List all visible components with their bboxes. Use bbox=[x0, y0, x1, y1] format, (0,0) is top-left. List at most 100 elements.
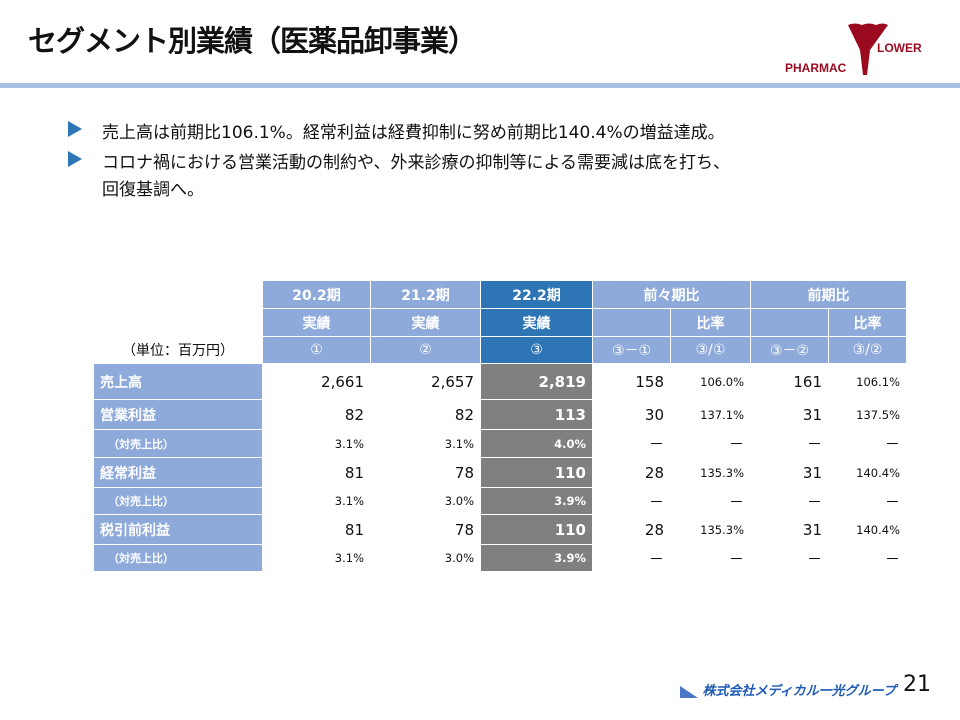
header-index: ③－① bbox=[592, 336, 671, 364]
row-label: （対売上比） bbox=[93, 487, 263, 515]
table-cell: － bbox=[592, 429, 671, 458]
bullet-text: 売上高は前期比106.1%。経常利益は経費抑制に努め前期比140.4%の増益達成… bbox=[102, 123, 725, 143]
table-cell: 3.9% bbox=[480, 487, 593, 515]
table-cell: 81 bbox=[262, 457, 371, 488]
table-cell: 82 bbox=[262, 399, 371, 430]
table-cell: 3.9% bbox=[480, 544, 593, 572]
row-label: 税引前利益 bbox=[93, 514, 263, 545]
unit-label: （単位：百万円） bbox=[93, 336, 263, 364]
table-row: 税引前利益 81 78 110 28 135.3% 31 140.4% bbox=[93, 514, 907, 545]
header-period: 20.2期 bbox=[262, 280, 371, 309]
table-cell: － bbox=[828, 429, 907, 458]
table-cell: 110 bbox=[480, 514, 593, 545]
table-cell: 106.0% bbox=[670, 363, 751, 400]
table-cell: 28 bbox=[592, 457, 671, 488]
group-logo: 株式会社メディカル一光グループ bbox=[680, 680, 896, 699]
table-cell: － bbox=[828, 487, 907, 515]
table-cell: 31 bbox=[750, 514, 829, 545]
table-row: （対売上比） 3.1% 3.0% 3.9% －－－－ bbox=[93, 487, 907, 515]
header-sub: 比率 bbox=[828, 308, 907, 337]
header-sub: 実績 bbox=[480, 308, 593, 337]
table-cell: 78 bbox=[370, 457, 481, 488]
table-row: 経常利益 81 78 110 28 135.3% 31 140.4% bbox=[93, 457, 907, 488]
table-row: 営業利益 82 82 113 30 137.1% 31 137.5% bbox=[93, 399, 907, 430]
table-cell: － bbox=[592, 544, 671, 572]
table-row: 売上高 2,661 2,657 2,819 158 106.0% 161 106.1% bbox=[93, 363, 907, 400]
table-cell: 3.1% bbox=[262, 544, 371, 572]
group-logo-icon bbox=[680, 685, 698, 698]
header-index: ③/② bbox=[828, 336, 907, 364]
table-cell: 161 bbox=[750, 363, 829, 400]
table-cell: 140.4% bbox=[828, 514, 907, 545]
row-label: 経常利益 bbox=[93, 457, 263, 488]
segment-results-table: 20.2期 21.2期 22.2期 前々期比 前期比 実績 実績 実績 比率 比… bbox=[93, 280, 907, 572]
bullet-text: コロナ禍における営業活動の制約や、外来診療の抑制等による需要減は底を打ち、 bbox=[102, 153, 730, 173]
table-cell: 78 bbox=[370, 514, 481, 545]
table-cell: 3.1% bbox=[262, 487, 371, 515]
table-cell: 113 bbox=[480, 399, 593, 430]
empty-cell bbox=[93, 280, 263, 309]
table-cell: 110 bbox=[480, 457, 593, 488]
row-label: （対売上比） bbox=[93, 544, 263, 572]
bullet-text: 回復基調へ。 bbox=[102, 180, 204, 200]
arrow-bullet-icon bbox=[68, 121, 82, 137]
header-compare: 前々期比 bbox=[592, 280, 751, 309]
header-index: ③/① bbox=[670, 336, 751, 364]
table-cell: 137.1% bbox=[670, 399, 751, 430]
table-cell: 2,657 bbox=[370, 363, 481, 400]
table-cell: － bbox=[750, 544, 829, 572]
table-row: （対売上比） 3.1% 3.0% 3.9% －－－－ bbox=[93, 544, 907, 572]
header-compare: 前期比 bbox=[750, 280, 907, 309]
table-cell: 31 bbox=[750, 399, 829, 430]
table-cell: 135.3% bbox=[670, 457, 751, 488]
table-cell: － bbox=[750, 429, 829, 458]
table-cell: 4.0% bbox=[480, 429, 593, 458]
header-empty bbox=[592, 308, 671, 337]
table-cell: 158 bbox=[592, 363, 671, 400]
header-empty bbox=[750, 308, 829, 337]
header-index: ① bbox=[262, 336, 371, 364]
company-name: 株式会社メディカル一光グループ bbox=[702, 684, 896, 699]
page-number: 21 bbox=[903, 672, 931, 697]
table-cell: 2,819 bbox=[480, 363, 593, 400]
table-cell: － bbox=[670, 487, 751, 515]
table-cell: － bbox=[670, 429, 751, 458]
table-cell: － bbox=[592, 487, 671, 515]
svg-text:LOWER: LOWER bbox=[877, 41, 922, 55]
page-title: セグメント別業績（医薬品卸事業） bbox=[28, 24, 477, 58]
table-cell: 81 bbox=[262, 514, 371, 545]
header-index: ② bbox=[370, 336, 481, 364]
svg-text:PHARMAC: PHARMAC bbox=[785, 61, 847, 75]
table-cell: 3.0% bbox=[370, 544, 481, 572]
table-row: （対売上比） 3.1% 3.1% 4.0% －－－－ bbox=[93, 429, 907, 458]
header-period: 22.2期 bbox=[480, 280, 593, 309]
arrow-bullet-icon bbox=[68, 151, 82, 167]
row-label: （対売上比） bbox=[93, 429, 263, 458]
row-label: 売上高 bbox=[93, 363, 263, 400]
table-cell: 82 bbox=[370, 399, 481, 430]
table-cell: 3.0% bbox=[370, 487, 481, 515]
header-sub: 実績 bbox=[370, 308, 481, 337]
empty-cell bbox=[93, 308, 263, 337]
table-cell: － bbox=[670, 544, 751, 572]
table-cell: － bbox=[828, 544, 907, 572]
row-label: 営業利益 bbox=[93, 399, 263, 430]
table-cell: 137.5% bbox=[828, 399, 907, 430]
table-cell: 140.4% bbox=[828, 457, 907, 488]
table-cell: 31 bbox=[750, 457, 829, 488]
pharmacy-flower-logo: PHARMAC LOWER bbox=[785, 23, 922, 75]
table-cell: 2,661 bbox=[262, 363, 371, 400]
table-cell: 106.1% bbox=[828, 363, 907, 400]
table-cell: 135.3% bbox=[670, 514, 751, 545]
header-sub: 実績 bbox=[262, 308, 371, 337]
header-sub: 比率 bbox=[670, 308, 751, 337]
table-cell: 30 bbox=[592, 399, 671, 430]
header-period: 21.2期 bbox=[370, 280, 481, 309]
header-divider bbox=[0, 83, 960, 88]
table-cell: 3.1% bbox=[262, 429, 371, 458]
header-index: ③ bbox=[480, 336, 593, 364]
table-cell: 28 bbox=[592, 514, 671, 545]
header-index: ③－② bbox=[750, 336, 829, 364]
table-cell: － bbox=[750, 487, 829, 515]
table-cell: 3.1% bbox=[370, 429, 481, 458]
